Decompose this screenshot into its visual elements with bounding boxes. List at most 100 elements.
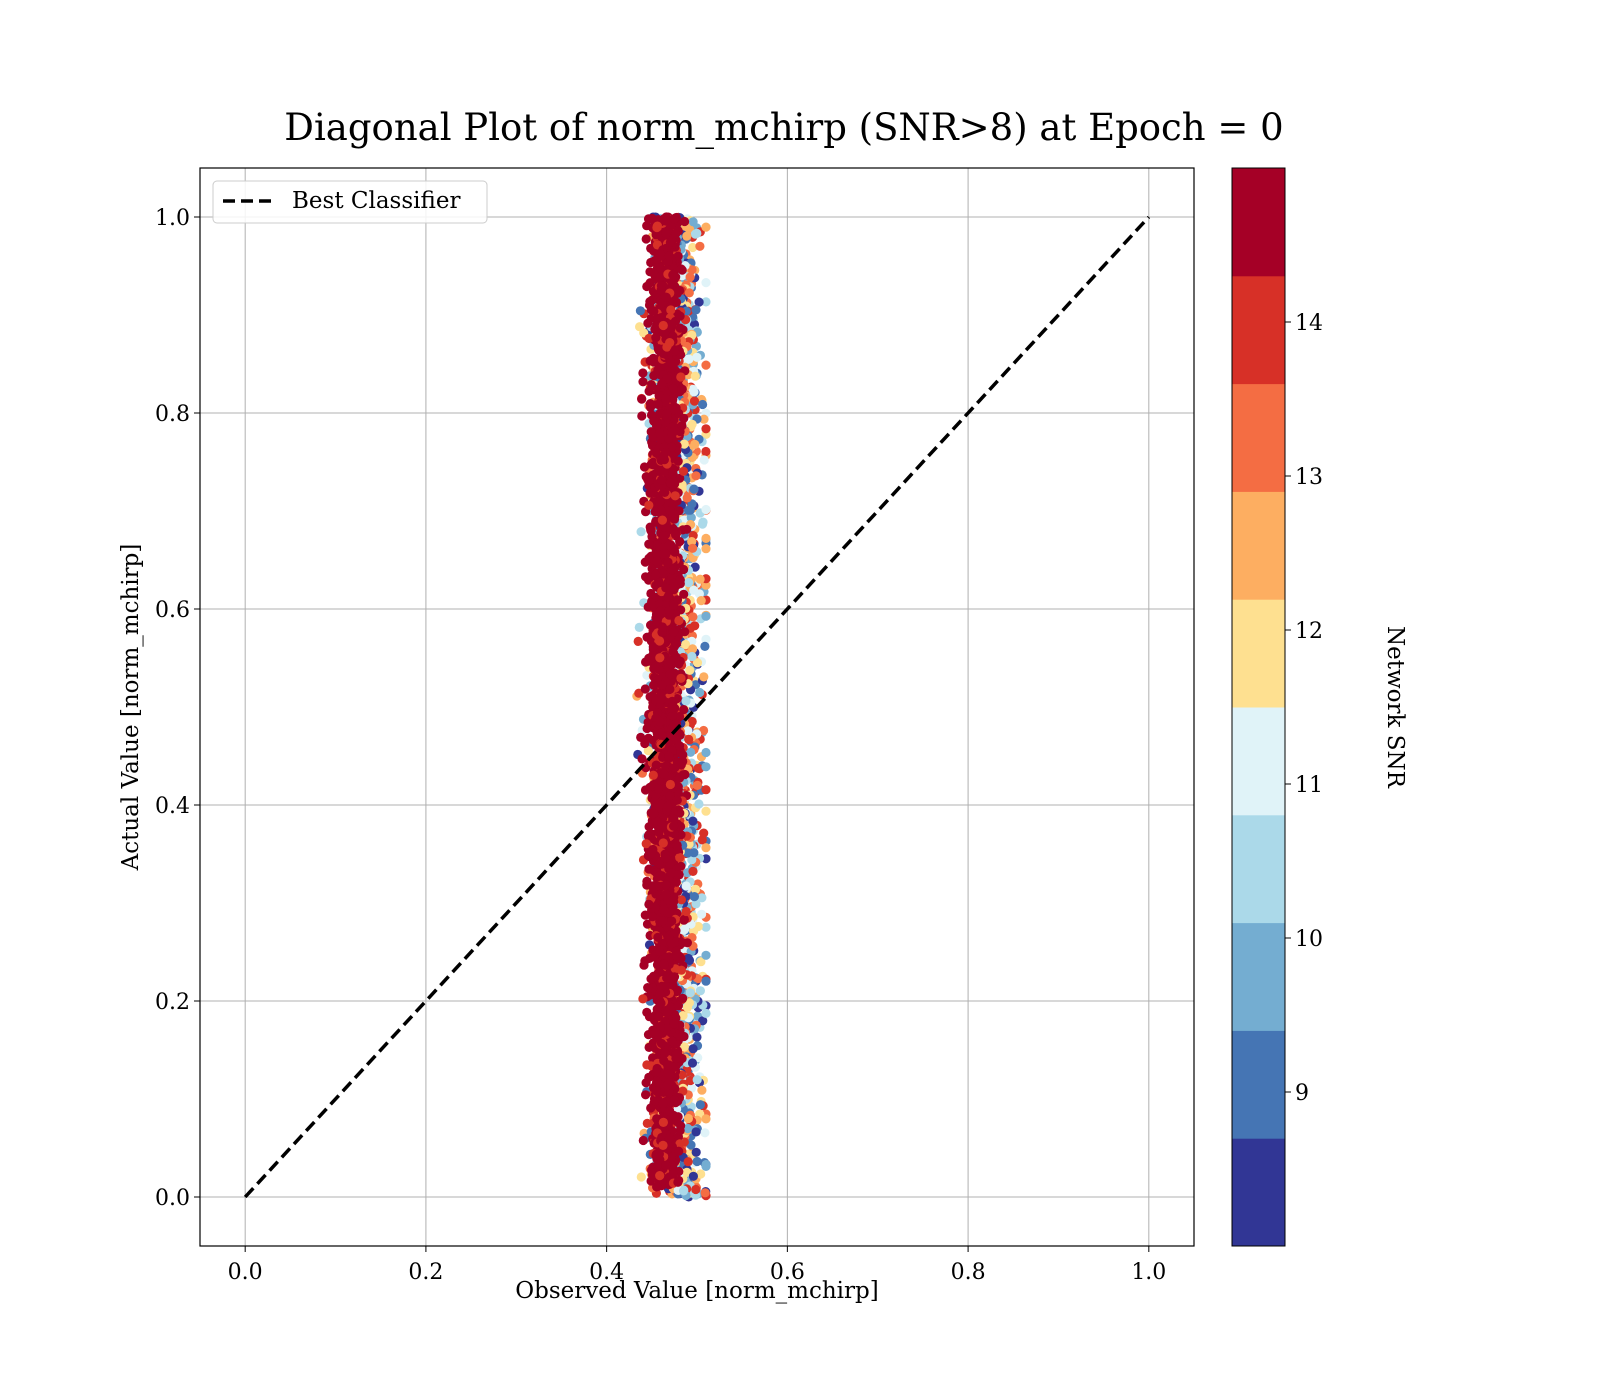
scatter-point: [676, 673, 686, 683]
scatter-point: [679, 589, 689, 599]
scatter-point: [640, 910, 650, 920]
scatter-point: [700, 1188, 710, 1198]
scatter-point: [681, 696, 691, 706]
scatter-point: [688, 1171, 699, 1181]
scatter-point: [668, 646, 678, 657]
scatter-point: [659, 769, 669, 779]
scatter-point: [675, 575, 685, 585]
scatter-point: [692, 658, 703, 668]
scatter-point: [692, 1156, 702, 1167]
scatter-point: [665, 1106, 675, 1116]
scatter-point: [691, 1127, 701, 1137]
scatter-point: [637, 411, 647, 421]
scatter-point: [688, 1044, 698, 1054]
scatter-point: [697, 909, 707, 919]
scatter-point: [679, 439, 689, 449]
scatter-point: [701, 360, 711, 370]
scatter-point: [699, 672, 709, 682]
scatter-point: [681, 881, 691, 891]
scatter-point: [684, 578, 694, 588]
scatter-point: [680, 216, 690, 227]
scatter-point: [688, 612, 698, 622]
scatter-point: [683, 1113, 694, 1124]
scatter-point: [686, 513, 696, 523]
scatter-point: [673, 1001, 684, 1011]
scatter-point: [643, 746, 653, 756]
scatter-point: [697, 893, 707, 903]
scatter-point: [643, 318, 653, 328]
scatter-point: [658, 838, 668, 848]
scatter-point: [644, 575, 654, 585]
scatter-point: [692, 228, 702, 238]
scatter-point: [700, 1128, 710, 1138]
scatter-point: [659, 905, 669, 915]
scatter-point: [666, 305, 676, 315]
scatter-point: [690, 371, 700, 381]
scatter-point: [671, 877, 682, 887]
scatter-point: [664, 540, 674, 550]
scatter-point: [647, 295, 657, 305]
scatter-point: [695, 574, 705, 584]
scatter-point: [688, 217, 698, 227]
scatter-point: [684, 734, 694, 745]
scatter-point: [646, 1103, 656, 1113]
scatter-point: [685, 988, 695, 998]
scatter-point: [701, 1008, 711, 1019]
scatter-point: [642, 919, 653, 929]
scatter-point: [672, 985, 683, 995]
scatter-point: [691, 899, 701, 909]
scatter-point: [684, 354, 694, 364]
scatter-point: [701, 278, 711, 288]
scatter-point: [692, 1032, 702, 1042]
scatter-point: [676, 895, 687, 905]
scatter-point: [691, 1184, 701, 1195]
scatter-point: [696, 957, 706, 967]
scatter-point: [681, 639, 691, 650]
scatter-point: [651, 1086, 661, 1096]
scatter-point: [635, 306, 646, 316]
scatter-point: [699, 414, 709, 424]
scatter-point: [649, 680, 659, 690]
scatter-point: [683, 726, 693, 736]
scatter-point: [701, 544, 711, 554]
scatter-point: [683, 1157, 693, 1167]
scatter-point: [684, 288, 694, 298]
scatter-point: [656, 271, 666, 282]
scatter-point: [681, 906, 691, 917]
scatter-point: [689, 892, 700, 902]
scatter-point: [675, 323, 685, 333]
scatter-point: [633, 636, 643, 647]
scatter-point: [691, 1147, 701, 1157]
scatter-point: [654, 391, 664, 401]
scatter-point: [636, 732, 646, 743]
scatter-point: [679, 705, 689, 715]
scatter-point: [651, 448, 662, 458]
scatter-point: [688, 816, 698, 826]
scatter-point: [646, 427, 656, 437]
scatter-point: [675, 852, 685, 863]
scatter-point: [661, 583, 671, 593]
scatter-point: [695, 687, 705, 698]
scatter-point: [665, 670, 675, 680]
scatter-point: [682, 1002, 693, 1013]
scatter-point: [701, 222, 711, 232]
scatter-point: [662, 1008, 672, 1018]
scatter-point: [644, 1012, 655, 1022]
scatter-point: [698, 399, 708, 410]
scatter-point: [692, 352, 702, 362]
scatter-point: [636, 1172, 646, 1182]
scatter-point: [693, 763, 703, 773]
scatter-point: [701, 424, 711, 434]
scatter-point: [687, 419, 697, 429]
scatter-point: [675, 1126, 685, 1136]
scatter-point: [638, 994, 648, 1004]
scatter-point: [701, 634, 711, 644]
scatter-point: [701, 747, 711, 758]
scatter-point: [638, 1135, 648, 1146]
scatter-point: [679, 413, 689, 423]
scatter-point: [701, 843, 711, 853]
scatter-point: [701, 446, 711, 457]
scatter-point: [680, 924, 690, 934]
scatter-point: [664, 251, 674, 261]
